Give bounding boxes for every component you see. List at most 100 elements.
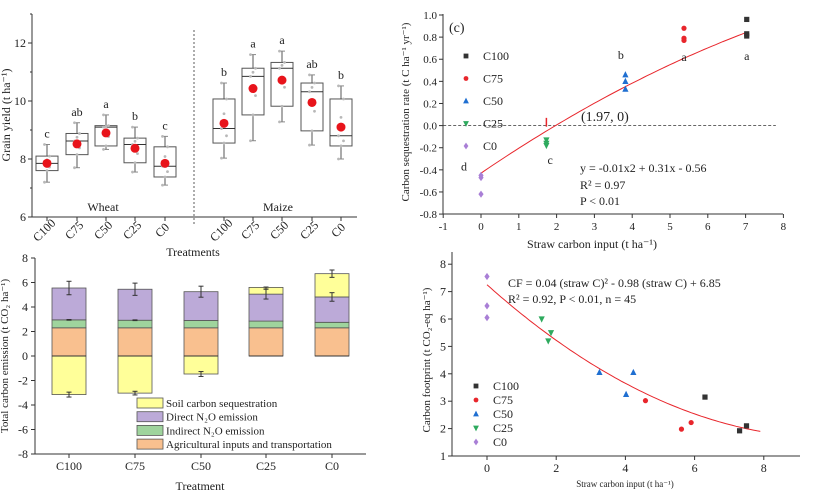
x-tick-label: C25 [120,218,144,242]
data-point [278,66,281,70]
significance-letter: c [44,127,49,141]
bar-segment [117,355,153,394]
data-point [249,74,252,78]
legend-label: Direct N₂O emission [166,412,258,424]
data-point [308,73,311,77]
data-point [280,63,284,67]
mean-marker [72,139,82,149]
data-point [163,155,167,158]
legend-swatch [136,411,164,423]
x-axis-title: Treatments [166,245,220,259]
data-point [337,84,340,88]
bar-segment [51,319,87,329]
x-axis-title: Straw carbon input (t ha⁻¹) [576,479,673,489]
y-tick-label: 0 [22,349,28,363]
data-point [75,135,79,139]
legend-marker [463,97,469,104]
legend-marker [463,53,469,59]
y-tick-label: 0.0 [423,121,437,133]
group-label: Wheat [87,200,119,214]
significance-letter: c [162,118,167,132]
data-point [278,49,281,53]
data-point-c0 [478,190,484,198]
data-point [161,134,164,138]
data-point [313,109,316,113]
y-tick-label: 0.8 [423,32,437,44]
mean-marker [248,84,258,94]
significance-letter: a [250,37,256,51]
mean-marker [307,97,317,107]
y-tick-label: 8 [20,152,26,166]
significance-letter: b [132,109,138,123]
legend-label: C75 [483,72,503,86]
y-tick-label: 4 [440,367,446,381]
bar-segment [51,355,87,395]
data-point [73,166,76,170]
y-axis-title: Grain yield (t ha⁻¹) [0,69,13,162]
x-tick-label: C100 [56,459,82,473]
significance-letter: ab [71,105,82,119]
data-point-c0 [484,314,490,322]
y-tick-label: 2 [440,422,446,436]
x-tick-label: C50 [267,218,291,242]
x-tick-label: C0 [152,220,172,240]
data-point [342,97,345,101]
mean-marker [101,128,111,138]
mean-marker [336,122,346,132]
data-point-c75 [681,37,687,44]
y-tick-label: 1.0 [423,10,437,22]
x-tick-label: 8 [781,221,787,233]
bar-segment [183,320,219,329]
data-point-c25 [547,330,555,337]
data-point [225,134,228,138]
data-point [136,136,139,140]
legend-swatch [136,438,164,450]
data-point [225,97,228,101]
data-point-c25 [538,316,545,323]
data-point [220,156,223,160]
significance-letter: a [744,49,750,63]
x-tick-label: 6 [692,461,698,475]
y-tick-label: -2 [18,374,28,388]
x-tick-label: 0 [478,221,484,233]
data-point [136,152,139,156]
x-tick-label: 0 [484,461,490,475]
legend-label: Soil carbon sequestration [166,398,278,410]
x-axis-title: Treatment [176,479,226,493]
data-point [251,113,255,117]
data-point [339,115,343,119]
data-point [107,124,110,128]
data-point [254,66,257,70]
legend-label: C50 [493,407,513,421]
data-point [43,180,46,184]
y-tick-label: 0.2 [423,98,437,110]
x-tick-label: C25 [297,218,321,242]
data-point-c0 [478,173,484,182]
fit-statistics: R² = 0.92, P < 0.01, n = 45 [508,292,636,306]
group-label: Maize [263,200,293,214]
data-point-c50 [622,85,629,92]
x-tick-label: 3 [592,221,598,233]
bar-segment [51,327,87,357]
x-tick-label: C75 [62,218,86,242]
mean-marker [42,158,52,168]
data-point [73,121,76,125]
x-tick-label: C0 [325,459,339,473]
fit-curve [480,32,746,174]
x-tick-label: 4 [629,221,635,233]
bar-segment [314,321,350,329]
y-axis-title: Carbon footprint (t CO₂-eq ha⁻¹) [421,287,433,432]
x-tick-label: 1 [516,221,522,233]
data-point-c75 [642,398,649,404]
legend-label: C100 [483,49,509,63]
significance-letter: a [279,33,285,47]
y-tick-label: 12 [14,36,26,50]
y-tick-label: 8 [440,257,446,271]
data-point-c50 [630,368,637,376]
legend-label: C0 [483,139,497,153]
data-point-c50 [622,390,630,397]
legend-marker [473,438,479,446]
fit-r-squared: R² = 0.97 [580,178,625,192]
data-point [133,139,137,143]
y-tick-label: 1 [440,449,446,463]
